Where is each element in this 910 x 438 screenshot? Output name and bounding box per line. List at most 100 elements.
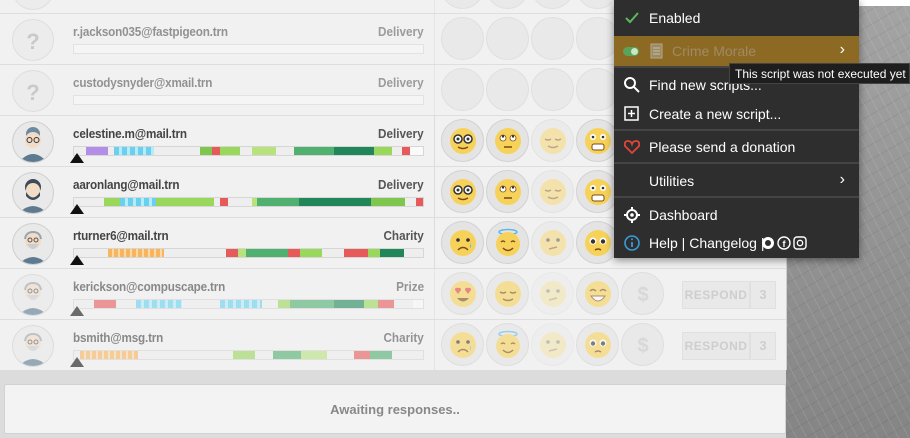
old-man-avatar-icon	[12, 223, 54, 265]
email-type: Delivery	[378, 177, 424, 192]
angel-emoji-icon[interactable]	[486, 323, 529, 366]
face-slot[interactable]	[531, 0, 574, 9]
face-slot[interactable]	[486, 17, 529, 60]
checkmark-icon	[625, 12, 639, 24]
menu-item-create-script[interactable]: Create a new script...	[614, 99, 859, 129]
github-icon[interactable]	[761, 236, 775, 250]
email-type: Charity	[383, 330, 424, 345]
tooltip: This script was not executed yet	[729, 63, 910, 84]
respond-button[interactable]: RESPOND	[682, 281, 750, 309]
menu-divider	[614, 162, 859, 164]
sender-email: custodysnyder@xmail.trn	[73, 75, 213, 90]
chevron-right-icon: ›	[839, 171, 845, 188]
list-item[interactable]: aaronlang@mail.trn Delivery	[0, 167, 786, 218]
toggle-icon	[623, 47, 639, 56]
grinning-emoji-icon[interactable]	[576, 272, 619, 315]
relieved-emoji-icon[interactable]	[531, 170, 574, 213]
position-marker-icon	[70, 357, 84, 367]
respond-count: 3	[750, 332, 776, 360]
email-type: Delivery	[378, 126, 424, 141]
face-slot[interactable]	[531, 68, 574, 111]
position-marker-icon	[70, 153, 84, 163]
position-marker-icon	[70, 255, 84, 265]
face-slot[interactable]	[486, 0, 529, 9]
menu-item-enabled[interactable]: Enabled	[614, 3, 859, 33]
list-item[interactable]: ?	[0, 0, 786, 14]
email-type: Delivery	[378, 24, 424, 39]
angel-emoji-icon[interactable]	[486, 221, 529, 264]
menu-item-utilities[interactable]: Utilities ›	[649, 171, 845, 189]
menu-item-help[interactable]: Help | Changelog | f	[614, 228, 859, 258]
face-slot[interactable]	[441, 17, 484, 60]
list-item[interactable]: rturner6@mail.trn Charity	[0, 218, 786, 269]
confused-emoji-icon[interactable]	[531, 272, 574, 315]
sad-emoji-icon[interactable]	[441, 221, 484, 264]
list-item[interactable]: bsmith@msg.trn Charity	[0, 320, 786, 371]
progress-bar	[73, 95, 424, 105]
woman-avatar-icon	[12, 121, 54, 163]
face-slot[interactable]	[576, 0, 619, 9]
gear-icon	[624, 207, 640, 223]
instagram-icon[interactable]	[793, 236, 807, 250]
old-man-avatar-icon	[12, 325, 54, 367]
face-slot[interactable]	[576, 68, 619, 111]
eye-roll-emoji-icon[interactable]	[486, 119, 529, 162]
svg-text:?: ?	[26, 80, 39, 105]
menu-item-dashboard[interactable]: Dashboard	[614, 200, 859, 230]
heart-eyes-emoji-icon[interactable]	[441, 272, 484, 315]
nerd-emoji-icon[interactable]	[441, 170, 484, 213]
respond-count: 3	[750, 281, 776, 309]
dollar-icon[interactable]: $	[621, 272, 664, 315]
progress-bar	[73, 248, 424, 258]
grimace-emoji-icon[interactable]	[576, 170, 619, 213]
facebook-icon[interactable]: f	[777, 236, 791, 250]
confused-emoji-icon[interactable]	[531, 221, 574, 264]
face-slot[interactable]	[576, 17, 619, 60]
progress-bar	[73, 299, 424, 309]
progress-bar	[73, 146, 424, 156]
sender-email: kerickson@compuscape.trn	[73, 279, 226, 294]
list-item[interactable]: celestine.m@mail.trn Delivery	[0, 116, 786, 167]
relieved-emoji-icon[interactable]	[486, 272, 529, 315]
list-item[interactable]: ? r.jackson035@fastpigeon.trn Delivery	[0, 14, 786, 65]
svg-text:?: ?	[26, 29, 39, 54]
sender-email: bsmith@msg.trn	[73, 330, 164, 345]
heart-icon	[623, 140, 641, 155]
email-type: Prize	[396, 279, 424, 294]
svg-text:f: f	[783, 239, 787, 249]
face-slot[interactable]	[531, 17, 574, 60]
menu-divider	[614, 129, 859, 131]
progress-bar	[73, 197, 424, 207]
progress-bar	[73, 44, 424, 54]
face-slot[interactable]	[486, 68, 529, 111]
grimace-emoji-icon[interactable]	[576, 119, 619, 162]
nerd-emoji-icon[interactable]	[441, 119, 484, 162]
svg-text:$: $	[637, 284, 648, 306]
pleading-emoji-icon[interactable]	[576, 221, 619, 264]
relieved-emoji-icon[interactable]	[531, 119, 574, 162]
menu-divider	[614, 196, 859, 198]
unknown-avatar-icon: ?	[12, 19, 54, 61]
script-file-icon	[650, 43, 663, 59]
list-item[interactable]: kerickson@compuscape.trn Prize	[0, 269, 786, 320]
sad-emoji-icon[interactable]	[441, 323, 484, 366]
position-marker-icon	[70, 306, 84, 316]
face-slot[interactable]	[441, 0, 484, 9]
respond-button[interactable]: RESPOND	[682, 332, 750, 360]
menu-item-donation[interactable]: Please send a donation	[614, 132, 859, 162]
script-context-menu: Enabled Crime Morale › Find new scripts.…	[614, 0, 859, 258]
chevron-right-icon: ›	[839, 41, 845, 58]
sender-email: aaronlang@mail.trn	[73, 177, 180, 192]
unknown-avatar-icon: ?	[12, 0, 54, 10]
menu-item-crime-morale[interactable]: Crime Morale ›	[614, 36, 859, 66]
dollar-icon[interactable]: $	[621, 323, 664, 366]
svg-text:?: ?	[26, 0, 39, 3]
svg-text:$: $	[637, 335, 648, 357]
face-slot[interactable]	[441, 68, 484, 111]
email-type: Delivery	[378, 75, 424, 90]
confused-emoji-icon[interactable]	[531, 323, 574, 366]
info-icon	[624, 235, 640, 251]
search-icon	[624, 77, 640, 93]
eye-roll-emoji-icon[interactable]	[486, 170, 529, 213]
pleading-emoji-icon[interactable]	[576, 323, 619, 366]
